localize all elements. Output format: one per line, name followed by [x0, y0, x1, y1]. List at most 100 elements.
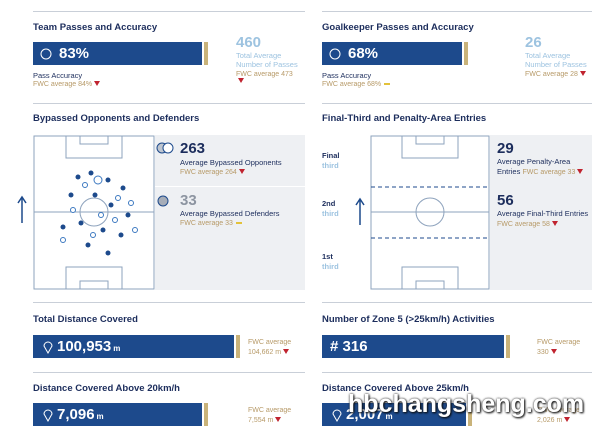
section-title: Total Distance Covered: [33, 314, 138, 325]
average-label: FWC average: [248, 339, 292, 346]
side-label: Total Average Number of Passes: [525, 51, 587, 69]
average-text: FWC average 33: [522, 169, 576, 176]
label: Average Final-Third Entries FWC average …: [497, 209, 592, 230]
average-label: FWC average: [248, 407, 292, 414]
value-bar: 2,007 m: [322, 403, 472, 426]
side-label: Total Average Number of Passes: [236, 51, 298, 69]
pitch: [33, 135, 155, 290]
average: FWC average 68%: [322, 81, 391, 88]
average: FWC average 7,554 m: [248, 406, 291, 426]
watermark: hbchangsheng.com: [348, 390, 585, 418]
average-text: FWC average 84%: [33, 81, 93, 88]
unit: m: [96, 412, 104, 421]
average-text: 330: [537, 349, 549, 356]
separator: [155, 186, 305, 187]
side-average: FWC average 28: [525, 71, 586, 78]
icon: [156, 142, 174, 154]
side-value: 460: [236, 34, 262, 51]
section-title: Final-Third and Penalty-Area Entries: [322, 113, 487, 124]
average-text: FWC average 68%: [322, 81, 382, 88]
side-average: FWC average 473: [236, 71, 296, 85]
label-text: Average Penalty-Area Entries: [497, 157, 571, 176]
section-title: Bypassed Opponents and Defenders: [33, 113, 200, 124]
value-text: 7,096: [57, 406, 95, 423]
direction-arrow: [17, 195, 27, 223]
pin-icon: [332, 409, 342, 422]
unit: m: [113, 344, 121, 353]
zone-label: Final third: [322, 151, 340, 171]
stats-panel: [490, 135, 592, 290]
value: 2,007 m: [346, 406, 393, 423]
average: FWC average 2,026 m: [537, 406, 580, 426]
section-title: Distance Covered Above 20km/h: [33, 383, 180, 394]
value: 29: [497, 140, 514, 157]
separator: [33, 372, 305, 373]
average-label: FWC average: [537, 339, 581, 346]
value-text: 100,953: [57, 338, 112, 355]
section-title: Team Passes and Accuracy: [33, 22, 158, 33]
direction-arrow: [355, 197, 365, 225]
average: FWC average 84%: [33, 81, 101, 88]
average-text: 7,554 m: [248, 417, 274, 424]
label: Average Bypassed Opponents: [180, 158, 282, 167]
icon: [157, 195, 169, 207]
separator: [33, 11, 305, 12]
average: FWC average 330: [537, 338, 580, 358]
average-text: FWC average 264: [180, 169, 237, 176]
separator: [33, 302, 305, 303]
value: 33: [180, 192, 197, 209]
value-bar: # 316: [322, 335, 510, 358]
value-bar: 100,953 m: [33, 335, 240, 358]
value: 100,953 m: [57, 338, 120, 355]
pin-icon: [43, 341, 53, 354]
value: 56: [497, 192, 514, 209]
average: FWC average 264: [180, 169, 245, 176]
separator: [33, 103, 305, 104]
section-title: Number of Zone 5 (>25km/h) Activities: [322, 314, 495, 325]
average: FWC average 33: [180, 220, 242, 227]
value-text: 2,007: [346, 406, 384, 423]
average-text: FWC average 58: [497, 221, 550, 228]
value-bar: 83%: [33, 42, 208, 65]
unit: m: [385, 412, 393, 421]
zone-label: 1st third: [322, 252, 339, 272]
pin-icon: [43, 409, 53, 422]
ball-icon: [40, 48, 52, 60]
pitch: [370, 135, 490, 290]
value: 68%: [348, 45, 379, 62]
label-text: Average Final-Third Entries: [497, 209, 589, 218]
ball-icon: [329, 48, 341, 60]
section-title: Goalkeeper Passes and Accuracy: [322, 22, 474, 33]
value: # 316: [330, 338, 368, 355]
zone-word: third: [322, 161, 339, 170]
separator: [322, 11, 592, 12]
zone-word: third: [322, 262, 339, 271]
value-bar: 68%: [322, 42, 468, 65]
average: FWC average 104,662 m: [248, 338, 291, 358]
value: 83%: [59, 45, 90, 62]
label: Pass Accuracy: [33, 71, 83, 80]
separator: [322, 302, 592, 303]
zone-label: 2nd third: [322, 199, 339, 219]
value: 7,096 m: [57, 406, 104, 423]
stats-panel: [155, 135, 305, 290]
label: Average Penalty-Area Entries FWC average…: [497, 157, 592, 178]
average-text: 104,662 m: [248, 349, 282, 356]
zone-word: third: [322, 209, 339, 218]
zone-name: 1st: [322, 252, 333, 261]
zone-name: Final: [322, 151, 340, 160]
separator: [322, 372, 592, 373]
section-title: Distance Covered Above 25km/h: [322, 383, 469, 394]
label: Average Bypassed Defenders: [180, 209, 280, 218]
average-text: FWC average 33: [180, 220, 233, 227]
label: Pass Accuracy: [322, 71, 372, 80]
value-bar: 7,096 m: [33, 403, 208, 426]
separator: [322, 103, 592, 104]
average-text: 2,026 m: [537, 417, 563, 424]
zone-name: 2nd: [322, 199, 336, 208]
average-label: FWC average: [537, 407, 581, 414]
side-value: 26: [525, 34, 542, 51]
average-text: FWC average 473: [236, 71, 293, 78]
value: 263: [180, 140, 206, 157]
